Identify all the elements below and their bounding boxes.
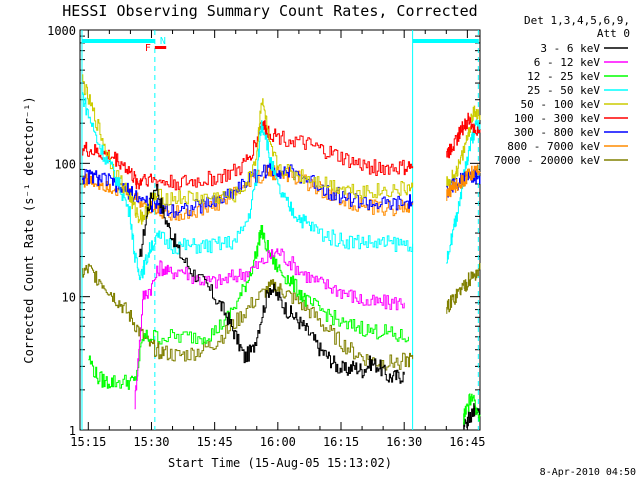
annotations: FN — [81, 30, 479, 430]
series-line-12-25keV — [88, 225, 409, 390]
series-line-100-300keV — [82, 120, 414, 191]
plot-frame — [79, 29, 481, 431]
legend-entry-label: 800 - 7000 keV — [507, 140, 600, 153]
series-line-7000-20000keV — [82, 263, 414, 371]
x-tick-label: 15:30 — [133, 435, 169, 449]
x-tick-label: 15:15 — [70, 435, 106, 449]
y-tick-label: 1 — [69, 424, 76, 438]
legend-entry-label: 6 - 12 keV — [534, 56, 601, 69]
legend-header-detectors: Det 1,3,4,5,6,9, — [524, 14, 630, 27]
x-tick-label: 15:45 — [197, 435, 233, 449]
legend-entry-label: 12 - 25 keV — [527, 70, 600, 83]
night-bar — [412, 39, 479, 43]
legend-entry-label: 25 - 50 keV — [527, 84, 600, 97]
legend-entry-label: 100 - 300 keV — [514, 112, 600, 125]
saa-marker-label: N — [160, 36, 166, 47]
flare-marker-label: F — [145, 43, 151, 54]
legend-header-attenuator: Att 0 — [597, 27, 630, 40]
flare-bar — [154, 46, 167, 49]
x-tick-label: 16:30 — [386, 435, 422, 449]
series-line-right-12-25keV — [463, 393, 481, 425]
x-tick-label: 16:15 — [323, 435, 359, 449]
legend-entry-label: 3 - 6 keV — [540, 42, 600, 55]
series-line-50-100keV — [82, 74, 414, 225]
chart-title: HESSI Observing Summary Count Rates, Cor… — [62, 2, 477, 20]
series-line-right-3-6keV — [463, 403, 481, 430]
series-line-right-7000-20000keV — [446, 263, 481, 314]
legend-entry-label: 300 - 800 keV — [514, 126, 600, 139]
series-line-3-6keV — [138, 184, 405, 384]
series-line-300-800keV — [82, 162, 414, 218]
y-axis: 1 10 100 1000 — [47, 24, 480, 438]
x-axis: 15:15 15:30 15:45 16:00 16:15 16:30 16:45 — [70, 30, 485, 449]
x-axis-label: Start Time (15-Aug-05 15:13:02) — [168, 456, 392, 470]
y-tick-label: 1000 — [47, 24, 76, 38]
x-tick-label: 16:45 — [449, 435, 485, 449]
x-tick-label: 16:00 — [260, 435, 296, 449]
y-axis-label: Corrected Count Rate (s⁻¹ detector⁻¹) — [22, 96, 36, 363]
footer-timestamp: 8-Apr-2010 04:50 — [540, 467, 636, 478]
legend-entry-label: 50 - 100 keV — [521, 98, 601, 111]
y-tick-label: 10 — [62, 291, 76, 305]
night-bar — [81, 39, 155, 43]
series-line-25-50keV — [82, 92, 414, 281]
series-line-right-800-7000keV — [446, 164, 481, 201]
series-line-6-12keV — [134, 248, 405, 410]
legend-entry-label: 7000 - 20000 keV — [494, 154, 600, 167]
series-line-right-100-300keV — [446, 112, 481, 159]
y-tick-label: 100 — [54, 157, 76, 171]
series-layer — [82, 74, 481, 430]
series-line-right-50-100keV — [446, 105, 481, 188]
